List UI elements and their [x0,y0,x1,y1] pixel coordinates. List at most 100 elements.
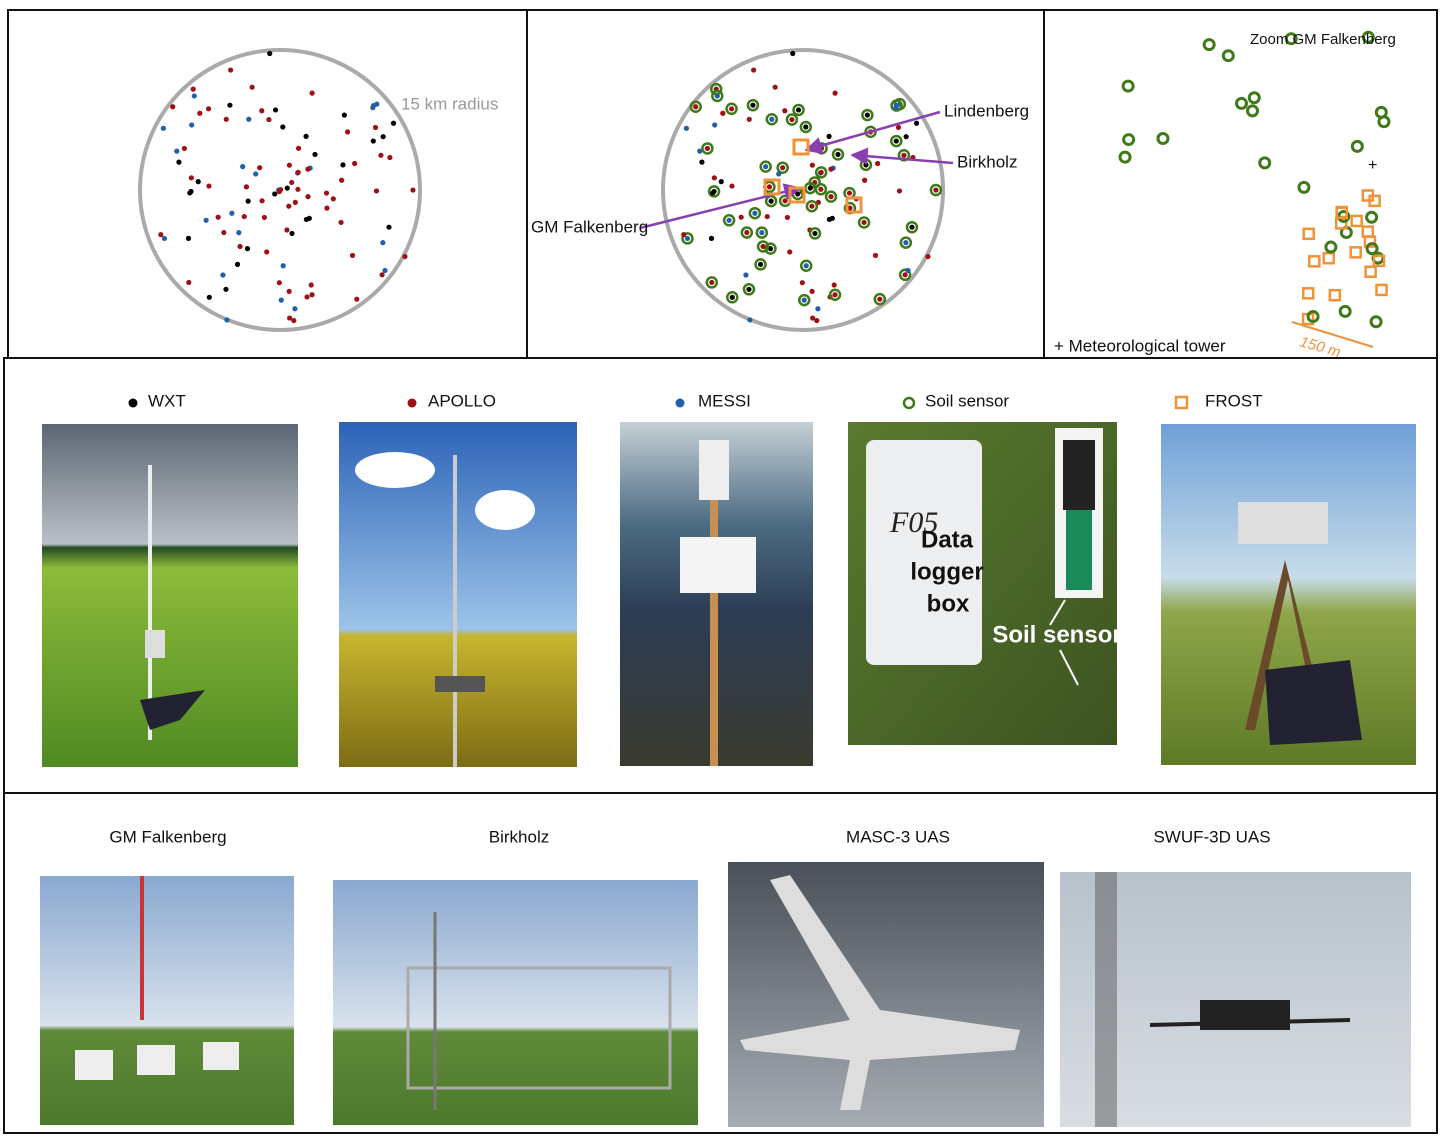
site-symbol [789,116,795,123]
site-symbol [354,296,360,302]
site-symbol [1364,265,1377,278]
site-symbol [764,213,770,220]
site-symbol [289,179,295,186]
site-symbol [905,267,911,274]
site-symbol [740,226,754,239]
site-label: Birkholz [957,152,1017,171]
site-symbol [292,199,298,206]
site-symbol [776,161,789,174]
site-symbol [877,296,883,302]
site-symbol [1121,79,1135,93]
site-symbol [795,107,802,113]
site-symbol [815,306,821,312]
site-symbol [1302,227,1315,241]
site-symbol [246,116,252,122]
site-label: Lindenberg [944,101,1029,120]
site-symbol [760,243,766,250]
site-symbol [913,120,920,126]
site-symbol [339,177,345,183]
site-symbol [229,210,235,216]
site-symbol [189,122,195,128]
site-symbol [227,102,233,108]
site-symbol [236,230,242,236]
site-symbol [305,166,311,172]
photos: F05 Data logger box Soil sensor [40,422,1416,1127]
site-symbol [708,235,715,241]
site-symbol [757,261,764,267]
site-symbol [386,224,392,230]
site-symbol [286,288,292,294]
legend-label: FROST [1205,391,1263,410]
site-symbol [863,162,869,168]
site-symbol [324,205,330,211]
site-symbol [387,154,393,161]
site-symbol [1246,104,1260,118]
site-symbol [722,214,736,227]
site-symbol [828,194,834,200]
site-symbol [814,317,820,324]
site-symbol [295,145,302,151]
site-symbol [828,288,842,301]
site-symbol [295,169,301,175]
site-symbol [782,198,788,204]
site-symbol [176,159,182,165]
site-symbol [765,112,779,126]
photo-masc [728,862,1044,1127]
site-symbol [756,240,770,253]
site-symbol [1297,180,1311,194]
site-symbol [764,242,777,255]
site-symbol [306,215,312,221]
site-symbol [744,229,750,236]
site-symbol [808,227,822,240]
site-squares [763,138,863,214]
site-symbol [873,292,887,306]
site-symbol [278,297,284,303]
site-symbol [799,120,813,134]
site-symbol [751,67,757,73]
site-symbol [203,217,209,223]
legend-label: Soil sensor [925,391,1009,410]
site-symbol [818,169,824,175]
site-symbol [726,291,739,304]
site-symbol [861,219,867,226]
site-symbol [772,84,778,90]
site-symbol [187,190,193,196]
site-symbol [382,267,388,274]
site-symbol [195,179,201,185]
site-symbol [253,171,259,177]
site-symbol [763,164,769,170]
photo-birkholz [333,880,698,1125]
site-symbol [261,214,268,221]
site-symbol [240,164,246,170]
site-symbol [223,116,229,122]
site-symbol [280,263,286,269]
site-symbol [726,217,732,223]
site-symbol [769,116,775,122]
site-symbol [746,286,752,292]
site-symbol [267,50,273,57]
site-symbol [291,317,297,324]
site-symbol [191,93,197,99]
site-symbol [759,160,772,173]
site-symbol [287,315,293,321]
site-symbol [795,191,801,197]
site-symbol [738,214,744,220]
site-symbol [759,230,765,236]
site-symbol [809,288,815,294]
site-symbol [304,294,310,300]
maps [138,30,1391,332]
site-symbol [905,220,919,234]
site-symbol [205,106,212,112]
site-symbol [909,224,915,230]
site-symbol [370,138,376,144]
site-symbol [895,124,902,131]
site-symbol [402,253,408,260]
site-symbol [899,236,913,249]
site-symbol [160,125,166,131]
site-symbol [701,142,714,155]
sensor-label: Soil sensor [992,621,1121,648]
site-symbol [223,286,229,292]
site-symbol [697,148,703,154]
site-symbol [1258,156,1272,170]
